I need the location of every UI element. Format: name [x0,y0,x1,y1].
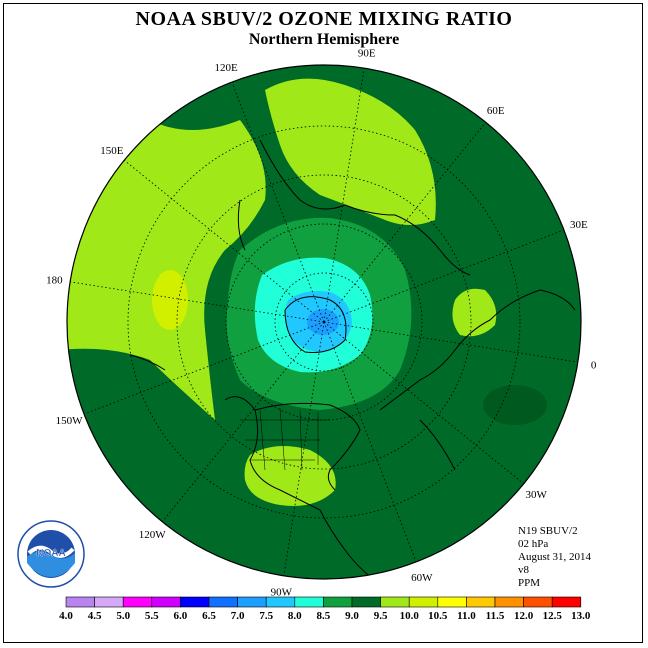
version-label: v8 [518,564,529,576]
colorbar-label-12.0: 12.0 [514,610,534,622]
units-label: PPM [518,577,541,589]
graticule [70,68,578,576]
longitude-label-0: 0 [591,360,597,372]
colorbar-label-7.5: 7.5 [259,610,273,622]
colorbar-swatch-10.0 [408,596,439,608]
level-label: 02 hPa [518,538,549,550]
longitude-label-120e: 120E [215,62,239,74]
colorbar-label-12.5: 12.5 [543,610,563,622]
colorbar-swatch-4.5 [94,596,124,608]
colorbar-swatch-7.0 [237,596,267,608]
colorbar-swatch-8.0 [294,596,324,608]
colorbar-label-6.5: 6.5 [202,610,216,622]
map-boundary-circle [66,64,582,580]
colorbar-label-8.5: 8.5 [317,610,331,622]
longitude-label-150e: 150E [100,145,124,157]
political-boundaries [240,407,330,471]
colorbar-swatch-11.0 [466,596,496,608]
noaa-logo-text: NOAA [36,548,65,559]
longitude-label-90w: 90W [271,587,293,599]
colorbar-label-10.5: 10.5 [428,610,448,622]
longitude-label-180: 180 [46,274,63,286]
colorbar-swatch-7.5 [265,596,296,608]
longitude-label-60w: 60W [411,572,433,584]
colorbar-swatch-5.0 [122,596,153,608]
date-label: August 31, 2014 [518,551,592,563]
colorbar-label-4.5: 4.5 [88,610,102,622]
noaa-logo: NOAA [17,520,85,588]
colorbar-label-5.5: 5.5 [145,610,159,622]
colorbar-swatch-11.5 [494,596,524,608]
figure-frame [3,3,643,643]
colorbar-swatch-5.5 [151,596,181,608]
colorbar-label-5.0: 5.0 [116,610,130,622]
region-high-gulf [244,446,336,506]
region-peak-pacific [152,270,188,330]
region-high-europe [452,288,497,337]
colorbar-swatch-10.5 [437,596,467,608]
colorbar-swatch-4.0 [65,596,95,608]
colorbar-swatch-8.5 [323,596,353,608]
colorbar-label-13.0: 13.0 [571,610,591,622]
colorbar-swatch-6.0 [180,596,210,608]
longitude-label-150w: 150W [56,415,84,427]
longitude-label-120w: 120W [139,529,167,541]
info-block: N19 SBUV/2 02 hPa August 31, 2014 v8 PPM [518,525,591,590]
colorbar-swatch-9.5 [380,596,410,608]
colorbar-swatch-12.0 [523,596,553,608]
longitude-label-60e: 60E [487,105,505,117]
colorbar-label-6.0: 6.0 [174,610,188,622]
colorbar-label-11.5: 11.5 [486,610,505,622]
longitude-label-90e: 90E [358,47,376,59]
colorbar-swatch-6.5 [208,596,238,608]
satellite-label: N19 SBUV/2 [518,525,578,537]
colorbar-label-4.0: 4.0 [59,610,73,622]
colorbar-swatch-9.0 [351,596,381,608]
longitude-label-30e: 30E [570,219,588,231]
colorbar-swatch-12.5 [551,596,582,608]
colorbar-label-7.0: 7.0 [231,610,245,622]
colorbar-label-8.0: 8.0 [288,610,302,622]
map-title: NOAA SBUV/2 OZONE MIXING RATIO [135,8,513,30]
region-high-siberia [265,78,436,225]
colorbar-label-11.0: 11.0 [457,610,476,622]
map-subtitle: Northern Hemisphere [248,31,400,48]
colorbar-label-9.0: 9.0 [345,610,359,622]
longitude-label-30w: 30W [525,489,547,501]
colorbar-label-9.5: 9.5 [374,610,388,622]
region-low-atlantic [483,385,547,425]
coastlines [129,139,576,579]
region-high-north-pacific [67,120,266,420]
colorbar-label-10.0: 10.0 [400,610,420,622]
